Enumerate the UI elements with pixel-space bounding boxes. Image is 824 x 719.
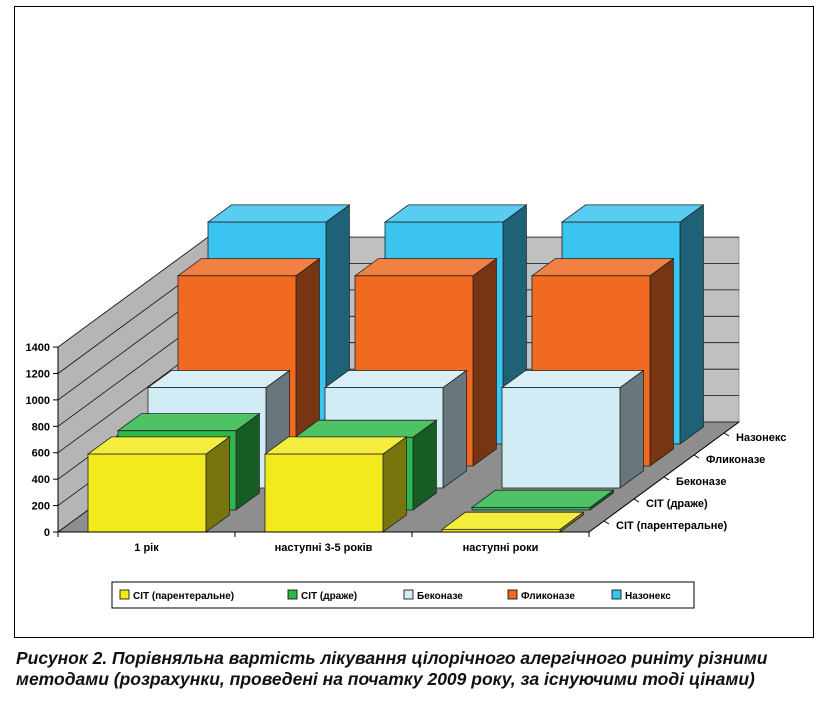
depth-axis-label: Фликоназе	[706, 454, 765, 466]
bar-top	[323, 370, 468, 389]
depth-axis-label: Назонекс	[736, 432, 786, 444]
y-tick-label: 200	[32, 501, 50, 513]
bar-top	[560, 204, 705, 223]
depth-axis-labels: СІТ (парентеральне) СІТ (драже) Беконазе Фл…	[603, 432, 786, 532]
figure-caption: Рисунок 2. Порівняльна вартість лікуванн…	[16, 648, 768, 689]
bar-side	[472, 257, 497, 467]
depth-axis-tick	[633, 498, 640, 503]
bar-front	[471, 506, 591, 511]
bar-top	[146, 370, 291, 389]
bar-top	[500, 370, 645, 389]
bar	[500, 369, 645, 489]
legend-swatch	[507, 589, 518, 600]
x-tick-label: 1 рік	[134, 542, 159, 554]
y-tick-label: 1000	[26, 395, 50, 407]
x-tick-label: наступні роки	[463, 542, 539, 554]
y-tick-label: 1200	[26, 368, 50, 380]
depth-axis-label: Беконазе	[676, 476, 726, 488]
bar-front	[501, 387, 621, 489]
bar-top	[176, 258, 321, 277]
bar	[86, 436, 231, 533]
bar	[470, 489, 615, 511]
y-axis-tick-labels: 0 200 400 600 800 1000 1200 1400	[26, 342, 50, 539]
x-axis-tick-labels: 1 рік наступні 3-5 років наступні роки	[134, 542, 538, 554]
legend: СІТ (парентеральне) СІТ (драже) Беконазе Фл…	[111, 581, 695, 609]
bar-top	[206, 204, 351, 223]
depth-axis-tick	[693, 454, 700, 459]
bar-top	[470, 489, 615, 508]
x-tick-label: наступні 3-5 років	[275, 542, 373, 554]
depth-axis-tick	[663, 476, 670, 481]
depth-axis-label: СІТ (драже)	[646, 498, 708, 510]
legend-label: СІТ (драже)	[301, 591, 357, 602]
chart: 0 200 400 600 800 1000 1200 1400 1 рік наступні …	[26, 204, 786, 609]
depth-axis-tick	[723, 432, 730, 437]
bar-side	[649, 257, 674, 467]
bar-front	[87, 453, 207, 533]
bar	[263, 436, 408, 533]
bar-side	[619, 369, 644, 489]
bar-top	[86, 436, 231, 455]
legend-swatch	[611, 589, 622, 600]
bar-top	[263, 436, 408, 455]
y-tick-label: 1400	[26, 342, 50, 354]
legend-box	[111, 581, 695, 609]
bar-side	[679, 204, 704, 445]
legend-label: Фликоназе	[521, 591, 575, 602]
legend-label: Беконазе	[417, 591, 463, 602]
chart-bars	[86, 204, 705, 533]
legend-swatch	[287, 589, 298, 600]
legend-swatch	[403, 589, 414, 600]
bar-top	[383, 204, 528, 223]
y-tick-label: 400	[32, 474, 50, 486]
bar-top	[530, 258, 675, 277]
y-tick-label: 600	[32, 448, 50, 460]
y-tick-label: 0	[44, 527, 50, 539]
depth-axis-tick	[603, 520, 610, 525]
y-tick-label: 800	[32, 421, 50, 433]
bar-top	[116, 413, 261, 432]
legend-label: Назонекс	[625, 591, 671, 602]
bar-top	[353, 258, 498, 277]
bar-top	[440, 511, 585, 530]
bar-side	[442, 369, 467, 489]
bar-top	[293, 419, 438, 438]
bar	[440, 511, 585, 533]
legend-label: СІТ (парентеральне)	[133, 591, 234, 602]
bar-front	[264, 453, 384, 533]
depth-axis-label: СІТ (парентеральне)	[616, 520, 728, 532]
legend-swatch	[119, 589, 130, 600]
